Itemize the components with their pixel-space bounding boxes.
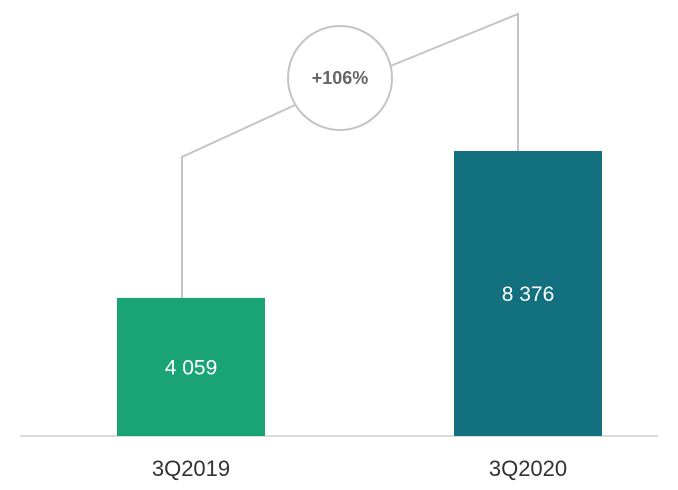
value-label: 8 376 (502, 283, 555, 306)
connector (181, 104, 296, 298)
annotation-circle (287, 25, 393, 131)
connector (387, 12, 519, 151)
value-label: 4 059 (165, 356, 218, 379)
x-tick-label: 3Q2020 (489, 456, 567, 481)
x-tick-label: 3Q2019 (152, 456, 230, 481)
bar (117, 297, 265, 436)
bar (454, 151, 602, 436)
annotation: +106% (312, 68, 369, 88)
